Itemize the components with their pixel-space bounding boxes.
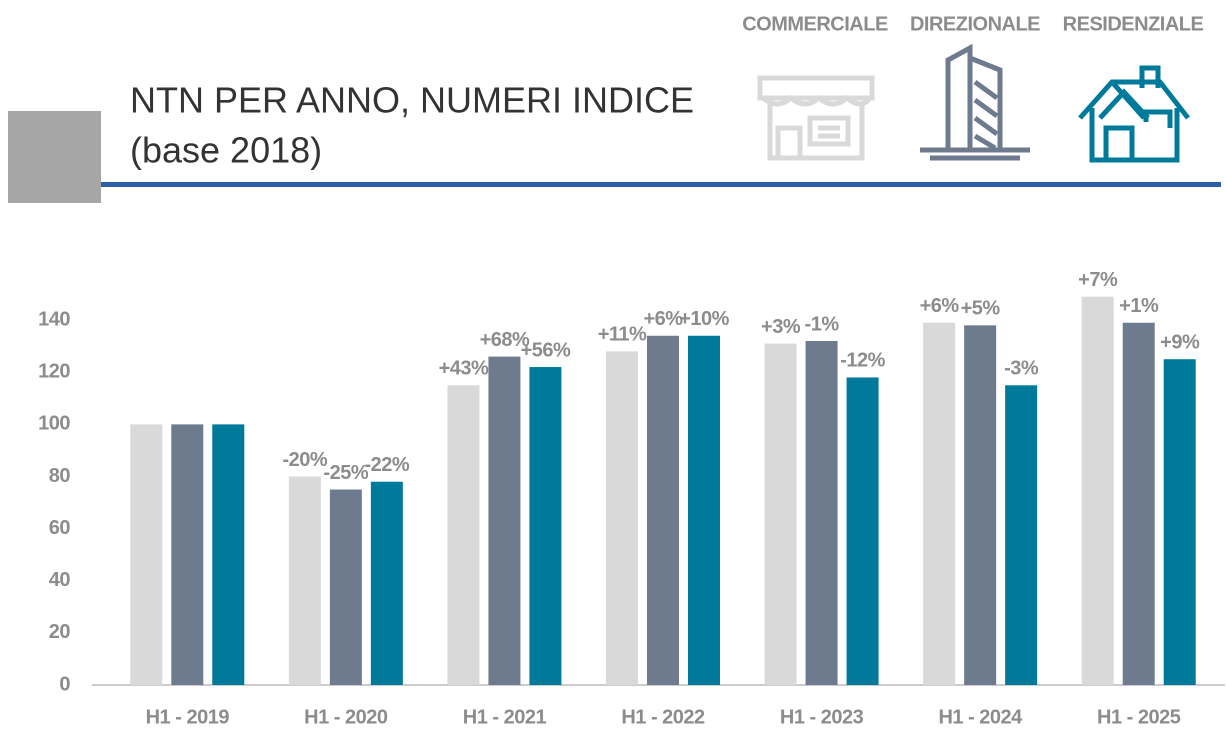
change-label: +10%: [679, 308, 729, 330]
title-rule: [101, 182, 1221, 187]
y-tick-label: 120: [38, 361, 70, 383]
chart-subtitle: (base 2018): [130, 130, 322, 171]
bar: [529, 367, 562, 685]
title-block: [8, 111, 101, 203]
bar: [370, 481, 403, 685]
x-tick-label: H1 - 2022: [621, 706, 705, 728]
bar: [606, 351, 638, 685]
change-label: -3%: [1004, 358, 1039, 380]
change-label: +6%: [920, 295, 960, 317]
y-tick-label: 100: [38, 413, 70, 435]
y-tick-label: 20: [49, 621, 71, 643]
x-tick-label: H1 - 2021: [463, 706, 547, 728]
legend-label: DIREZIONALE: [910, 13, 1040, 35]
bar: [212, 424, 245, 685]
bar: [488, 356, 521, 685]
legend-label: RESIDENZIALE: [1063, 13, 1204, 35]
legend-label: COMMERCIALE: [742, 13, 888, 35]
bar: [1122, 322, 1155, 685]
x-tick-label: H1 - 2025: [1097, 706, 1181, 728]
bar: [1081, 296, 1114, 685]
change-label: -1%: [805, 313, 840, 335]
bar: [923, 322, 956, 685]
change-label: -22%: [365, 454, 410, 476]
y-tick-label: 0: [59, 673, 70, 695]
change-label: +7%: [1078, 269, 1118, 291]
bar: [1005, 385, 1038, 685]
bar: [688, 335, 720, 685]
shop-icon: [757, 75, 875, 161]
x-tick-label: H1 - 2020: [304, 706, 388, 728]
change-label: +6%: [643, 308, 683, 330]
change-label: +5%: [961, 298, 1001, 320]
y-tick-label: 60: [49, 517, 71, 539]
bar: [447, 385, 480, 685]
y-tick-label: 140: [38, 308, 70, 330]
change-label: -25%: [324, 462, 369, 484]
y-tick-label: 40: [49, 569, 71, 591]
bar: [964, 325, 997, 685]
x-tick-label: H1 - 2024: [938, 706, 1023, 728]
change-label: +68%: [480, 329, 530, 351]
change-label: -20%: [283, 449, 328, 471]
bar: [171, 424, 204, 685]
x-tick-label: H1 - 2023: [780, 706, 864, 728]
change-label: +43%: [439, 358, 489, 380]
house-icon: [1078, 65, 1190, 163]
bar: [846, 377, 879, 685]
change-label: +3%: [761, 316, 801, 338]
x-tick-label: H1 - 2019: [146, 706, 230, 728]
bar: [1163, 359, 1196, 685]
chart-title: NTN PER ANNO, NUMERI INDICE: [130, 80, 694, 121]
bar: [329, 489, 362, 685]
bar: [764, 343, 797, 685]
office-icon: [920, 43, 1030, 161]
y-tick-label: 80: [49, 465, 71, 487]
bar: [805, 340, 838, 685]
bar: [288, 476, 321, 685]
change-label: +11%: [598, 324, 647, 346]
bar: [647, 335, 679, 685]
bar: [130, 424, 163, 685]
change-label: +56%: [521, 339, 571, 361]
change-label: -12%: [840, 350, 885, 372]
change-label: +1%: [1119, 295, 1159, 317]
change-label: +9%: [1160, 332, 1200, 354]
